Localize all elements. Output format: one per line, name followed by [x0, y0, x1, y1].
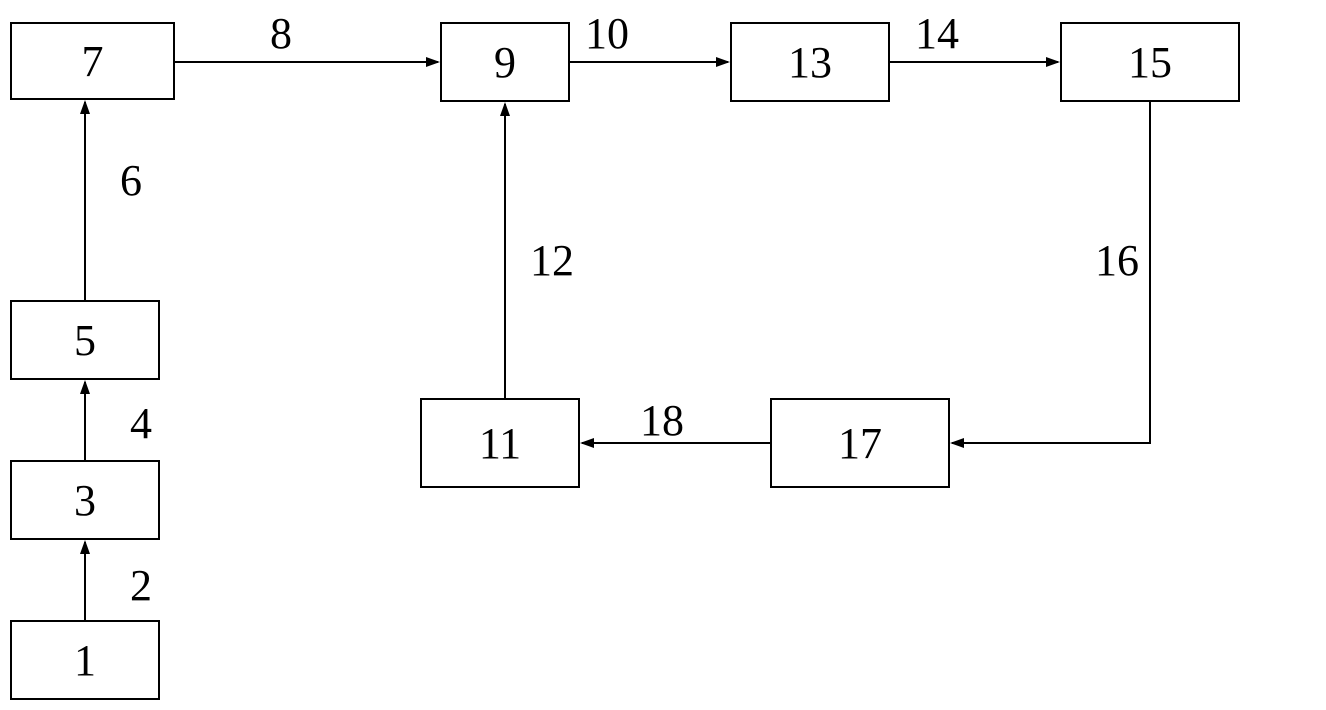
- edge-label-2: 2: [130, 560, 152, 611]
- edge-label-14: 14: [915, 8, 959, 59]
- node-13: 13: [730, 22, 890, 102]
- node-7: 7: [10, 22, 175, 100]
- node-11: 11: [420, 398, 580, 488]
- edge-label-10: 10: [585, 8, 629, 59]
- node-1: 1: [10, 620, 160, 700]
- edge-label-12: 12: [530, 235, 574, 286]
- edge-label-16: 16: [1095, 235, 1139, 286]
- edge-label-8: 8: [270, 8, 292, 59]
- flowchart: 1357913151117 24681014121618: [0, 0, 1326, 710]
- node-17: 17: [770, 398, 950, 488]
- node-5: 5: [10, 300, 160, 380]
- edge-label-6: 6: [120, 155, 142, 206]
- edges-layer: [0, 0, 1326, 710]
- node-9: 9: [440, 22, 570, 102]
- edge-label-18: 18: [640, 395, 684, 446]
- edge-label-4: 4: [130, 398, 152, 449]
- node-3: 3: [10, 460, 160, 540]
- node-15: 15: [1060, 22, 1240, 102]
